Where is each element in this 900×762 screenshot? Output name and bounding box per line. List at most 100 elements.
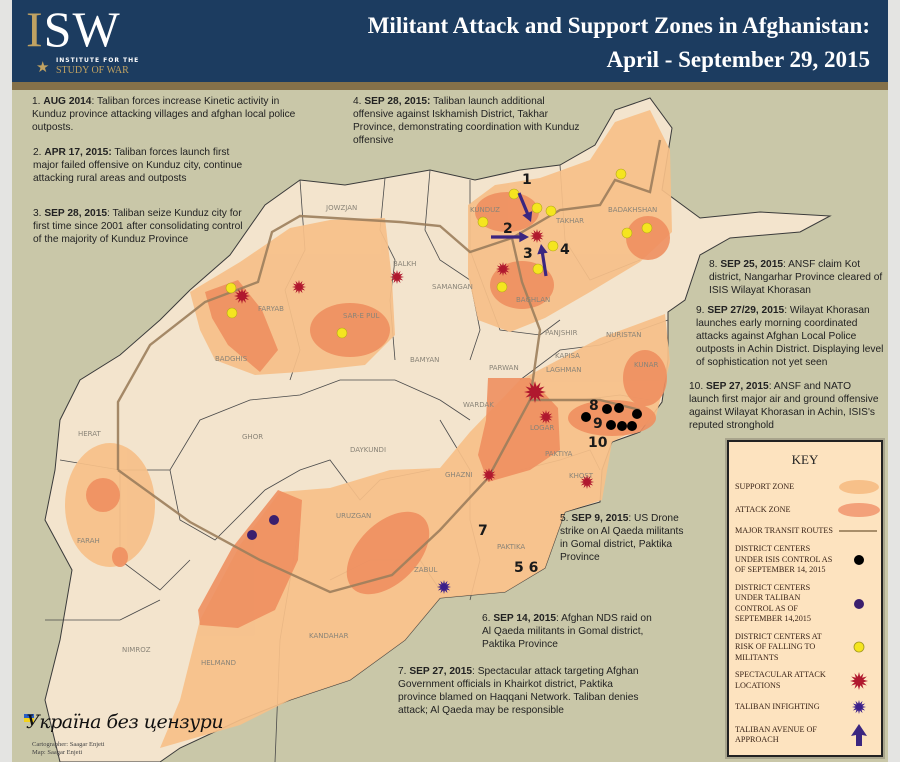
map-frame: JOWZJAN BALKH SAMANGAN FARYAB SAR-E PUL … <box>12 0 888 762</box>
attack-zone-faryab <box>205 280 278 372</box>
legend-label: DISTRICT CENTERS UNDER TALIBAN CONTROL A… <box>735 582 811 624</box>
legend-label: MAJOR TRANSIT ROUTES <box>735 525 833 535</box>
map-title: Militant Attack and Support Zones in Afg… <box>367 13 870 38</box>
annotation-9: 9. SEP 27/29, 2015: Wilayat Khorasan lau… <box>696 305 884 368</box>
legend-label: TALIBAN INFIGHTING <box>735 701 820 711</box>
province-label: FARYAB <box>258 305 284 313</box>
purple-starburst-icon <box>852 700 866 714</box>
legend-label: ATTACK ZONE <box>735 504 791 514</box>
at-risk-district-dot <box>226 307 238 319</box>
spectacular-attack-starburst-icon <box>482 468 496 482</box>
province-label: KHOST <box>569 472 594 480</box>
legend-avenue-of-approach: TALIBAN AVENUE OF APPROACH <box>729 723 881 747</box>
province-label: DAYKUNDI <box>350 446 386 454</box>
at-risk-district-dot <box>336 327 348 339</box>
at-risk-district-dot <box>615 168 627 180</box>
avenue-of-approach-arrow-shaft <box>540 250 548 277</box>
attack-zone-kunar <box>623 350 667 406</box>
spectacular-attack-starburst-icon <box>390 270 404 284</box>
event-number: 5 6 <box>514 560 538 576</box>
avenue-of-approach-arrow-icon <box>522 211 533 222</box>
logo-letters: ISW <box>26 1 121 57</box>
route-line-icon <box>839 530 877 532</box>
legend-transit-routes: MAJOR TRANSIT ROUTES <box>729 525 881 537</box>
logo-line2: STUDY OF WAR <box>56 65 129 76</box>
spectacular-attack-starburst-icon <box>539 410 553 424</box>
legend-at-risk: DISTRICT CENTERS AT RISK OF FALLING TO M… <box>729 632 881 664</box>
annotation-7: 7. SEP 27, 2015: Spectacular attack targ… <box>398 666 639 716</box>
attack-zones <box>86 192 670 628</box>
flag-icon <box>24 714 34 722</box>
legend-label: TALIBAN AVENUE OF APPROACH <box>735 724 817 745</box>
logo-line1: INSTITUTE FOR THE <box>56 57 140 64</box>
map-credit: Cartographer: Saagar Enjeti Map: Saagar … <box>32 741 105 757</box>
province-label: KAPISA <box>555 352 580 360</box>
afghanistan-map: JOWZJAN BALKH SAMANGAN FARYAB SAR-E PUL … <box>44 97 832 762</box>
province-label: PAKTIYA <box>545 450 573 458</box>
at-risk-district-dot <box>508 188 520 200</box>
province-label: LOGAR <box>530 424 554 432</box>
attack-zone-uruzgan-zabul <box>346 511 430 595</box>
province-label: BALKH <box>393 260 416 268</box>
attack-zone-farah <box>86 478 120 512</box>
spectacular-attack-starburst-icon <box>530 229 544 243</box>
annotation-5: 5. SEP 9, 2015: US Drone strike on Al Qa… <box>560 513 684 563</box>
annotation-1: 1. AUG 2014: Taliban forces increase Kin… <box>32 96 296 133</box>
province-label: FARAH <box>77 537 100 545</box>
isis-control-dot <box>617 421 627 431</box>
event-number: 1 <box>522 172 532 188</box>
province-label: GHAZNI <box>445 471 473 479</box>
province-label: BADAKHSHAN <box>608 206 657 214</box>
map-subtitle: April - September 29, 2015 <box>606 47 870 72</box>
province-label: KANDAHAR <box>309 632 349 640</box>
map-symbols <box>225 168 653 594</box>
header-banner: ISW ★ INSTITUTE FOR THE STUDY OF WAR Mil… <box>12 0 888 82</box>
province-label: KUNAR <box>634 361 659 369</box>
at-risk-district-dot <box>641 222 653 234</box>
province-label: ZABUL <box>414 566 438 574</box>
province-label: PANJSHIR <box>545 329 578 337</box>
legend-title: KEY <box>791 452 819 467</box>
header-stripe <box>12 82 888 90</box>
province-label: BAGHLAN <box>516 296 550 304</box>
annotation-10: 10. SEP 27, 2015: ANSF and NATO launch f… <box>689 381 879 431</box>
legend-spectacular-attack: SPECTACULAR ATTACK LOCATIONS <box>729 670 881 691</box>
at-risk-district-dot <box>225 282 237 294</box>
arrow-icon <box>851 724 867 746</box>
legend-label: DISTRICT CENTERS AT RISK OF FALLING TO M… <box>735 631 822 662</box>
isis-control-dot <box>602 404 612 414</box>
credit-line: Map: Saagar Enjeti <box>32 749 83 756</box>
event-number: 3 <box>523 246 533 262</box>
legend-taliban-control: DISTRICT CENTERS UNDER TALIBAN CONTROL A… <box>729 583 881 625</box>
map-legend: KEY SUPPORT ZONE ATTACK ZONE MAJOR TRANS… <box>727 440 883 757</box>
annotation-8: 8. SEP 25, 2015: ANSF claim Kot district… <box>709 259 883 296</box>
province-label: LAGHMAN <box>546 366 581 374</box>
attack-zone-farah-south <box>112 547 128 567</box>
province-label: NURISTAN <box>606 331 642 339</box>
purple-dot-icon <box>854 598 864 609</box>
province-label: PAKTIKA <box>497 543 525 551</box>
at-risk-district-dot <box>477 216 489 228</box>
at-risk-district-dot <box>545 205 557 217</box>
legend-label: DISTRICT CENTERS UNDER ISIS CONTROL AS O… <box>735 544 833 574</box>
event-number: 10 <box>588 435 608 451</box>
province-label: TAKHAR <box>555 217 584 225</box>
attack-zone-badakhshan <box>626 216 670 260</box>
watermark: Україна без цензури <box>26 711 224 733</box>
legend-support-zone: SUPPORT ZONE <box>729 479 881 495</box>
annotation-6: 6. SEP 14, 2015: Afghan NDS raid on Al Q… <box>482 613 652 650</box>
at-risk-district-dot <box>621 227 633 239</box>
legend-label: SUPPORT ZONE <box>735 481 795 491</box>
province-labels: JOWZJAN BALKH SAMANGAN FARYAB SAR-E PUL … <box>77 204 659 667</box>
legend-taliban-infighting: TALIBAN INFIGHTING <box>729 698 881 716</box>
red-starburst-icon <box>850 671 868 690</box>
yellow-dot-icon <box>853 641 865 653</box>
star-icon: ★ <box>36 58 50 76</box>
attack-zone-sar-e-pul <box>310 303 390 357</box>
event-number: 8 <box>589 398 599 414</box>
spectacular-attack-starburst-icon <box>234 288 250 304</box>
province-label: NIMROZ <box>122 646 151 654</box>
event-number: 2 <box>503 221 513 237</box>
at-risk-district-dot <box>532 263 544 275</box>
annotation-2: 2. APR 17, 2015: Taliban forces launch f… <box>33 147 243 184</box>
